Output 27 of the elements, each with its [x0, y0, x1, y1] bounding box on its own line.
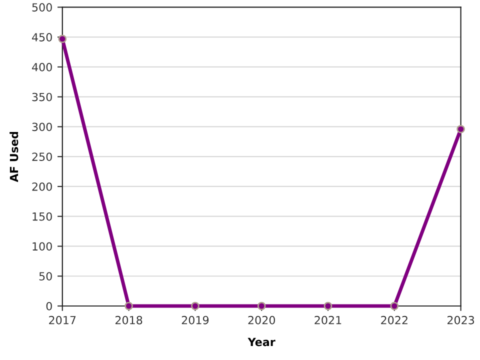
y-tick-label: 350	[32, 92, 52, 102]
y-tick-label: 400	[32, 62, 52, 72]
x-tick-label: 2017	[49, 316, 76, 324]
x-tick-label: 2020	[248, 316, 275, 324]
y-tick-label: 300	[32, 122, 52, 132]
y-tick-label: 450	[32, 33, 52, 42]
y-tick-label: 100	[32, 242, 52, 251]
x-tick-label: 2023	[447, 316, 474, 324]
y-tick-label: 200	[32, 182, 52, 191]
y-tick-label: 0	[46, 302, 52, 310]
point	[58, 34, 67, 44]
y-axis-title: AF Used	[10, 132, 18, 182]
point	[191, 302, 200, 310]
point	[124, 302, 133, 310]
x-axis-title: Year	[248, 338, 276, 346]
point	[390, 302, 399, 310]
x-tick-label: 2019	[182, 316, 209, 324]
point	[257, 302, 266, 310]
x-tick-label: 2021	[314, 316, 342, 324]
point	[456, 124, 465, 134]
y-tick-label: 150	[32, 212, 52, 221]
y-tick-label: 500	[32, 3, 52, 12]
x-tick-label: 2018	[115, 316, 142, 324]
y-tick-label: 50	[39, 272, 52, 280]
x-tick-label: 2022	[381, 316, 408, 324]
point	[324, 302, 332, 310]
y-tick-label: 250	[32, 152, 52, 161]
